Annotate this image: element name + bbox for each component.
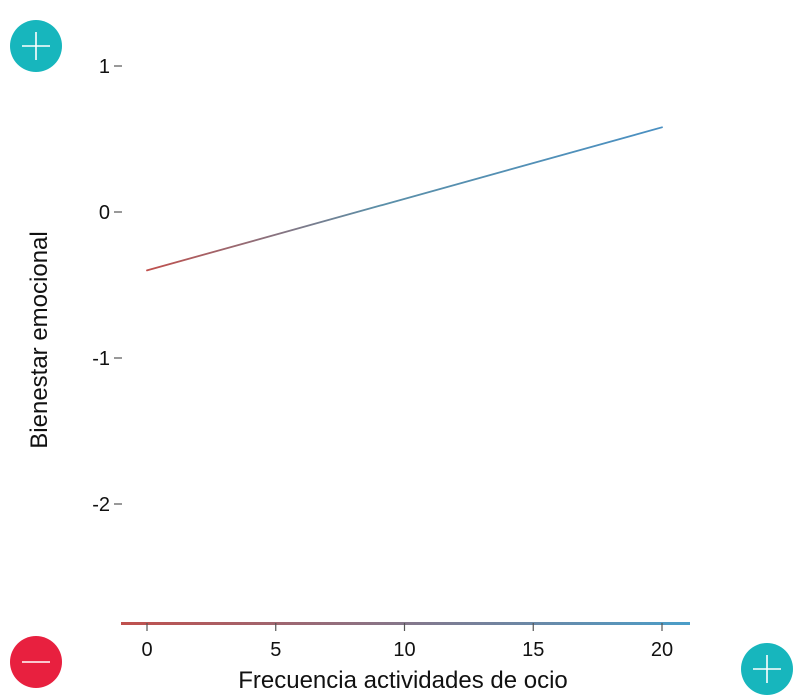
x-tick-label: 10 bbox=[393, 639, 415, 661]
series bbox=[146, 126, 663, 272]
x-axis-title: Frecuencia actividades de ocio bbox=[238, 667, 568, 694]
plus-icon bbox=[10, 20, 62, 72]
y-axis-title: Bienestar emocional bbox=[26, 231, 53, 448]
minus-icon bbox=[10, 636, 62, 688]
axes bbox=[121, 14, 690, 625]
x-tick-label: 0 bbox=[141, 639, 152, 661]
x-tick-label: 5 bbox=[270, 639, 281, 661]
series-line-0 bbox=[146, 126, 663, 272]
zoom-in-button-bottom[interactable] bbox=[741, 643, 793, 695]
zoom-out-button[interactable] bbox=[10, 636, 62, 688]
y-tick-label: 1 bbox=[99, 56, 110, 78]
x-axis-line bbox=[121, 622, 690, 625]
y-tick-label: -2 bbox=[92, 494, 110, 516]
y-tick-label: 0 bbox=[99, 202, 110, 224]
y-tick-label: -1 bbox=[92, 348, 110, 370]
zoom-in-button-top[interactable] bbox=[10, 20, 62, 72]
x-tick-label: 15 bbox=[522, 639, 544, 661]
plus-icon bbox=[741, 643, 793, 695]
x-tick-label: 20 bbox=[651, 639, 673, 661]
